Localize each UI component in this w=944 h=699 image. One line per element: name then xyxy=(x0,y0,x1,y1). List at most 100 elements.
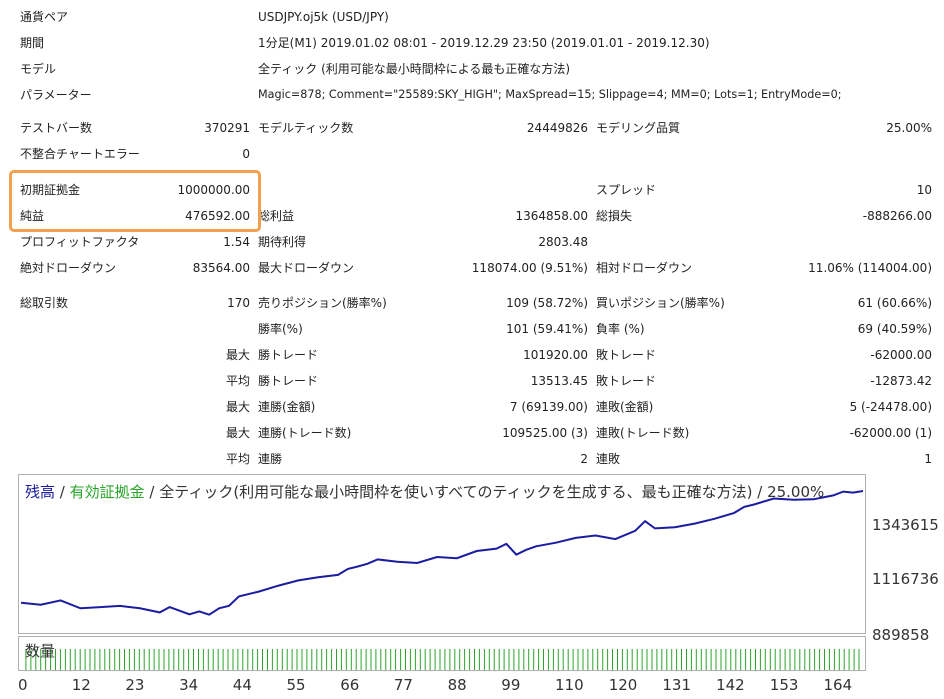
model-ticks-label: モデルティック数 xyxy=(258,121,354,135)
pair-label: 通貨ペア xyxy=(20,10,69,24)
x-tick-label: 142 xyxy=(716,676,745,694)
parameters-value: Magic=878; Comment="25589:SKY_HIGH"; Max… xyxy=(258,88,842,101)
highlight-box xyxy=(9,170,261,232)
consecutive-wins-count-label: 連勝(トレード数) xyxy=(258,426,352,440)
largest-loss-value: -62000.00 xyxy=(870,348,932,362)
absolute-drawdown-value: 83564.00 xyxy=(192,261,250,275)
legend-separator: / xyxy=(55,483,70,501)
profit-trades-value: 101 (59.41%) xyxy=(506,322,588,336)
x-tick-label: 153 xyxy=(769,676,799,694)
relative-drawdown-label: 相対ドローダウン xyxy=(596,261,693,275)
volume-chart: 数量 xyxy=(18,636,866,671)
average-loss-label: 敗トレード xyxy=(596,374,657,388)
profit-factor-value: 1.54 xyxy=(223,235,250,249)
model-value: 全ティック (利用可能な最小時間枠による最も正確な方法) xyxy=(258,62,571,76)
largest-profit-value: 101920.00 xyxy=(523,348,588,362)
long-positions-label: 買いポジション(勝率%) xyxy=(596,296,725,310)
average-profit-value: 13513.45 xyxy=(530,374,588,388)
model-label: モデル xyxy=(20,62,57,76)
parameters-label: パラメーター xyxy=(20,88,92,102)
pair-value: USDJPY.oj5k (USD/JPY) xyxy=(258,10,389,24)
short-positions-label: 売りポジション(勝率%) xyxy=(258,296,387,310)
x-tick-label: 164 xyxy=(823,676,853,694)
y-label-mid: 1116736 xyxy=(872,570,939,588)
y-label-low: 889858 xyxy=(872,626,930,644)
net-profit-value: 476592.00 xyxy=(185,209,250,223)
x-tick-label: 77 xyxy=(393,676,413,694)
test-bars-value: 370291 xyxy=(204,121,250,135)
gross-profit-value: 1364858.00 xyxy=(515,209,588,223)
avg-consecutive-losses-label: 連敗 xyxy=(596,452,621,466)
gross-loss-label: 総損失 xyxy=(596,209,633,223)
expected-payoff-label: 期待利得 xyxy=(258,235,307,249)
x-tick-label: 44 xyxy=(232,676,252,694)
initial-deposit-value: 1000000.00 xyxy=(177,183,250,197)
maximum-label: 最大 xyxy=(225,400,250,414)
relative-drawdown-value: 11.06% (114004.00) xyxy=(808,261,932,275)
net-profit-label: 純益 xyxy=(20,209,45,223)
profit-trades-label: 勝率(%) xyxy=(258,322,303,336)
avg-consecutive-wins-label: 連勝 xyxy=(258,452,283,466)
average-loss-value: -12873.42 xyxy=(870,374,932,388)
gross-loss-value: -888266.00 xyxy=(862,209,932,223)
loss-trades-value: 69 (40.59%) xyxy=(857,322,932,336)
volume-bars xyxy=(25,649,860,670)
gross-profit-label: 総利益 xyxy=(258,209,295,223)
initial-deposit-label: 初期証拠金 xyxy=(20,183,81,197)
mismatched-errors-value: 0 xyxy=(242,147,250,161)
balance-chart: 残高 / 有効証拠金 / 全ティック(利用可能な最小時間枠を使いすべてのティック… xyxy=(18,474,866,634)
spread-value: 10 xyxy=(916,183,932,197)
x-tick-label: 12 xyxy=(71,676,91,694)
modeling-quality-value: 25.00% xyxy=(886,121,932,135)
long-positions-value: 61 (60.66%) xyxy=(857,296,932,310)
consecutive-wins-money-label: 連勝(金額) xyxy=(258,400,316,414)
chart-subtitle: / 全ティック(利用可能な最小時間枠を使いすべてのティックを生成する、最も正確な… xyxy=(144,483,825,501)
equity-legend: 有効証拠金 xyxy=(69,483,145,501)
x-tick-label: 120 xyxy=(608,676,638,694)
avg-consecutive-losses-value: 1 xyxy=(924,452,932,466)
x-tick-label: 110 xyxy=(555,676,584,694)
balance-chart-plot xyxy=(20,490,864,616)
expected-payoff-value: 2803.48 xyxy=(538,235,588,249)
consecutive-losses-count-label: 連敗(トレード数) xyxy=(596,426,690,440)
x-tick-label: 0 xyxy=(18,676,28,694)
consecutive-losses-count-value: -62000.00 (1) xyxy=(849,426,932,440)
total-trades-label: 総取引数 xyxy=(20,296,69,310)
modeling-quality-label: モデリング品質 xyxy=(596,121,681,135)
balance-line xyxy=(20,490,864,616)
balance-legend: 残高 xyxy=(25,483,56,501)
total-trades-value: 170 xyxy=(227,296,250,310)
x-tick-label: 131 xyxy=(662,676,692,694)
model-ticks-value: 24449826 xyxy=(526,121,588,135)
chart-title: 残高 / 有効証拠金 / 全ティック(利用可能な最小時間枠を使いすべてのティック… xyxy=(25,481,824,502)
average-label: 平均 xyxy=(225,374,250,388)
maximal-label: 最大 xyxy=(225,426,250,440)
largest-label: 最大 xyxy=(225,348,250,362)
average-consecutive-label: 平均 xyxy=(225,452,250,466)
mismatched-errors-label: 不整合チャートエラー xyxy=(20,147,140,161)
maximal-drawdown-label: 最大ドローダウン xyxy=(258,261,355,275)
spread-label: スプレッド xyxy=(596,183,657,197)
loss-trades-label: 負率 (%) xyxy=(596,322,645,336)
period-value: 1分足(M1) 2019.01.02 08:01 - 2019.12.29 23… xyxy=(258,36,710,50)
consecutive-losses-money-value: 5 (-24478.00) xyxy=(849,400,932,414)
x-tick-label: 34 xyxy=(179,676,199,694)
x-tick-label: 88 xyxy=(447,676,467,694)
absolute-drawdown-label: 絶対ドローダウン xyxy=(20,261,117,275)
x-tick-label: 23 xyxy=(125,676,145,694)
average-profit-label: 勝トレード xyxy=(258,374,319,388)
y-label-high: 1343615 xyxy=(872,516,939,534)
profit-factor-label: プロフィットファクタ xyxy=(20,235,140,249)
test-bars-label: テストバー数 xyxy=(20,121,93,135)
x-tick-label: 66 xyxy=(340,676,360,694)
volume-title: 数量 xyxy=(25,642,56,660)
consecutive-wins-money-value: 7 (69139.00) xyxy=(509,400,588,414)
x-tick-label: 55 xyxy=(286,676,306,694)
avg-consecutive-wins-value: 2 xyxy=(580,452,588,466)
consecutive-losses-money-label: 連敗(金額) xyxy=(596,400,654,414)
short-positions-value: 109 (58.72%) xyxy=(506,296,588,310)
largest-profit-label: 勝トレード xyxy=(258,348,319,362)
period-label: 期間 xyxy=(20,36,45,50)
maximal-drawdown-value: 118074.00 (9.51%) xyxy=(471,261,588,275)
largest-loss-label: 敗トレード xyxy=(596,348,657,362)
